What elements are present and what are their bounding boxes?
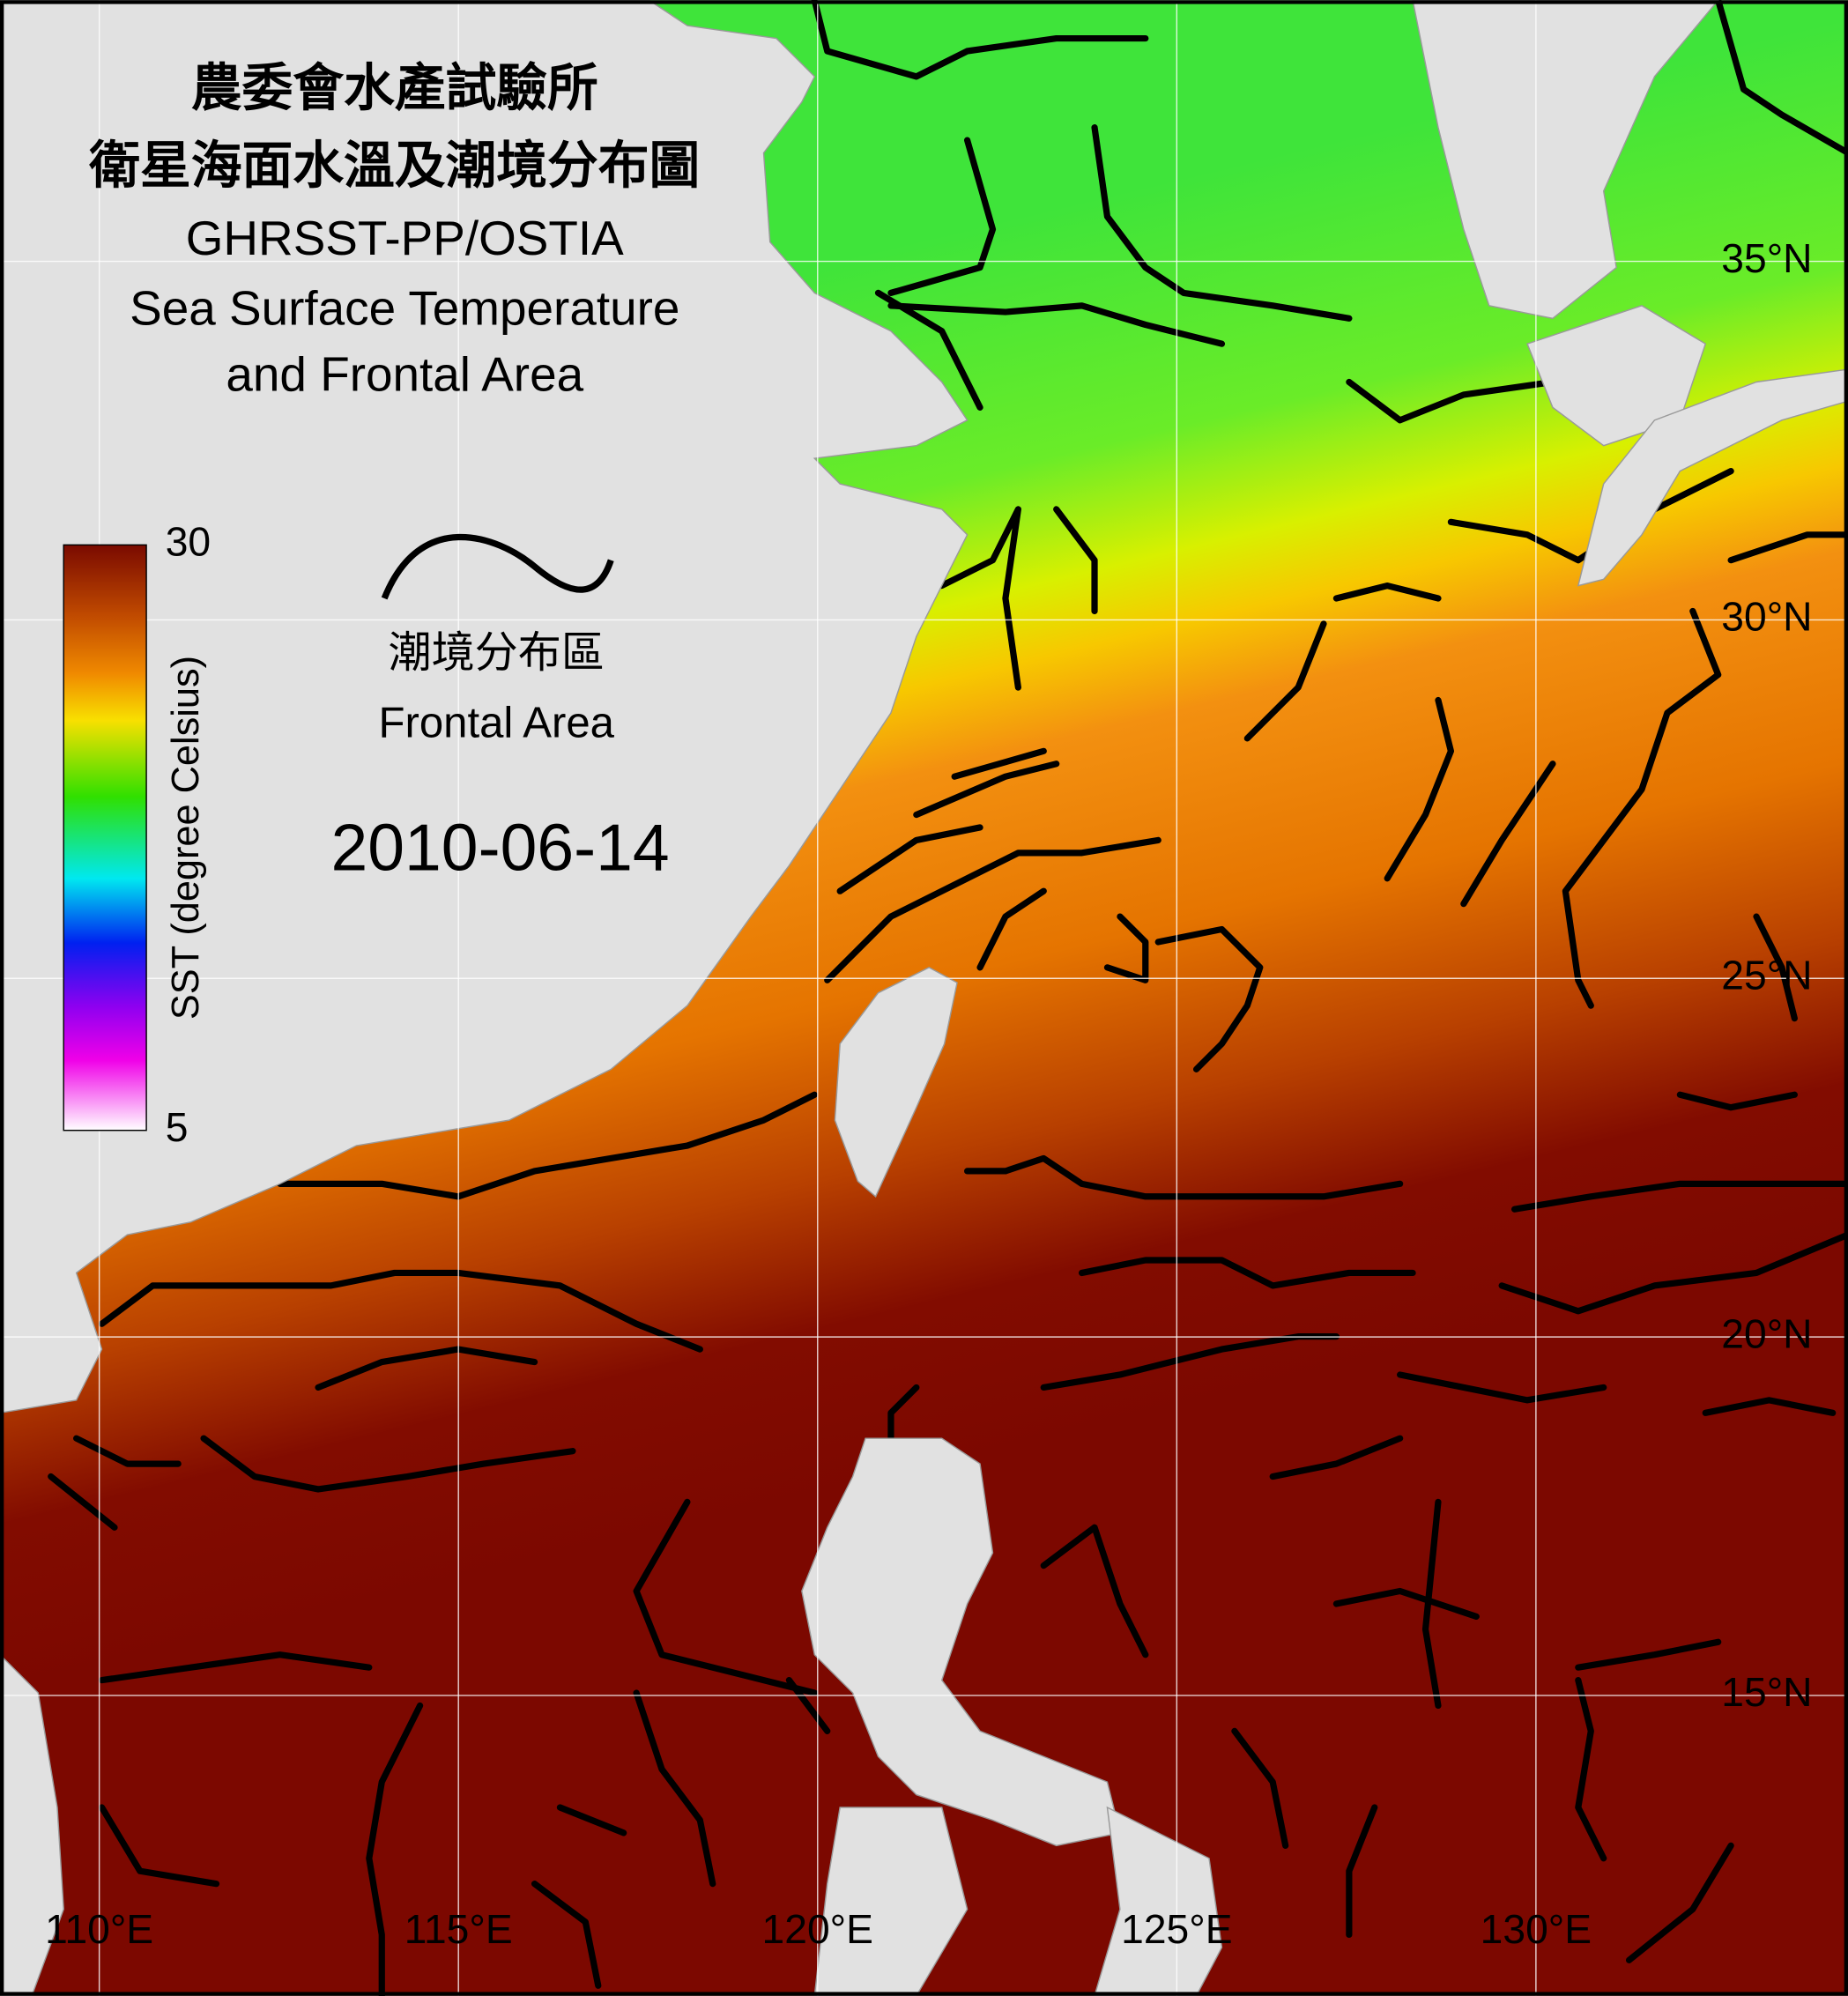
legend-front-symbol xyxy=(381,533,614,600)
front xyxy=(1332,467,1848,602)
legend: 潮境分布區 Frontal Area 2010-06-14 xyxy=(331,533,670,885)
colorbar-gradient xyxy=(63,544,147,1132)
longitude-label: 130°E xyxy=(1481,1906,1592,1952)
land-mainland xyxy=(0,0,969,1414)
legend-label-en: Frontal Area xyxy=(379,699,615,746)
front xyxy=(1511,1180,1848,1213)
front xyxy=(836,747,1060,894)
latitude-label: 15°N xyxy=(1721,1669,1812,1715)
front xyxy=(633,1498,1149,1696)
front xyxy=(1562,607,1722,1009)
front xyxy=(1103,913,1264,1072)
longitude-label: 120°E xyxy=(762,1906,873,1952)
title-line: 衛星海面水溫及潮境分布圖 xyxy=(88,138,700,195)
front xyxy=(824,836,1161,983)
title-line: 農委會水產試驗所 xyxy=(191,60,598,116)
front xyxy=(277,1091,818,1200)
front xyxy=(1269,1397,1837,1480)
front xyxy=(1676,913,1798,1111)
front xyxy=(874,289,1226,411)
latitude-label: 35°N xyxy=(1721,235,1812,281)
longitude-label: 115°E xyxy=(404,1906,513,1952)
legend-label-zh: 潮境分布區 xyxy=(389,629,605,677)
latitude-label: 30°N xyxy=(1721,594,1812,640)
land-west xyxy=(0,1653,64,1996)
colorbar-label: SST (degree Celsius) xyxy=(165,656,207,1020)
colorbar-min-label: 5 xyxy=(166,1104,189,1150)
front xyxy=(811,0,1149,80)
front xyxy=(1091,124,1353,322)
front xyxy=(98,1651,424,1996)
title-line: Sea Surface Temperature xyxy=(130,281,679,336)
land-taiwan xyxy=(834,967,958,1198)
title-line: and Frontal Area xyxy=(226,347,583,402)
colorbar-max-label: 30 xyxy=(166,519,211,565)
land-japan xyxy=(1577,368,1848,587)
front xyxy=(73,1346,538,1467)
front xyxy=(1346,1676,1734,1963)
front xyxy=(939,506,1098,691)
longitude-label: 110°E xyxy=(45,1906,153,1952)
land-korea xyxy=(1412,0,1719,320)
front xyxy=(98,1676,831,1989)
front xyxy=(963,1154,1404,1200)
front xyxy=(556,1689,1289,1888)
front xyxy=(887,137,997,297)
latitude-label: 25°N xyxy=(1721,952,1812,998)
land-luzon xyxy=(801,1437,1121,1847)
front xyxy=(1332,1498,1722,1710)
front xyxy=(1078,1231,1848,1315)
longitude-label: 125°E xyxy=(1121,1906,1232,1952)
front xyxy=(98,1269,703,1353)
date: 2010-06-14 xyxy=(331,811,670,885)
latitude-label: 20°N xyxy=(1721,1310,1812,1356)
colorbar: SST (degree Celsius) 30 5 xyxy=(63,519,211,1150)
title-line: GHRSST-PP/OSTIA xyxy=(186,211,624,265)
title-block: 農委會水產試驗所 衛星海面水溫及潮境分布圖 GHRSST-PP/OSTIA Se… xyxy=(88,60,700,401)
